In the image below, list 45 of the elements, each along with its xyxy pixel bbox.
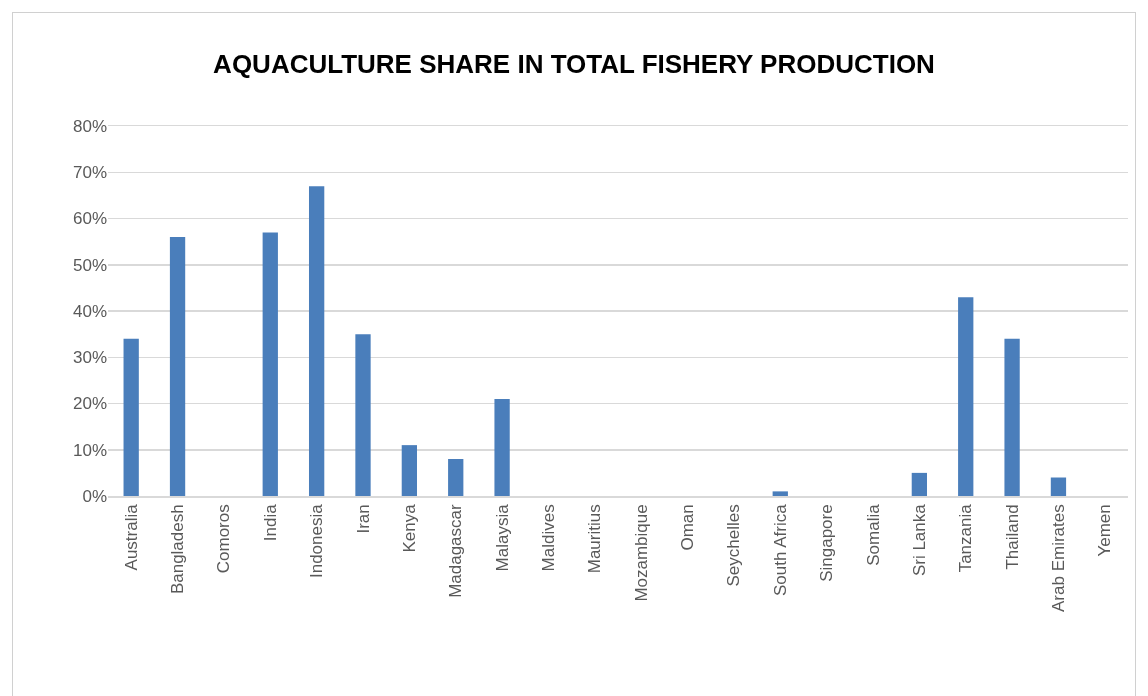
x-tick-label: Mauritius [585, 504, 605, 574]
bar [262, 232, 278, 496]
y-tick-label: 70% [72, 163, 107, 183]
bar [169, 237, 186, 496]
x-tick-label: Tanzania [956, 503, 976, 573]
y-tick-label: 20% [72, 394, 107, 414]
bar [308, 186, 325, 496]
x-tick-label: Arab Emirates [1048, 504, 1068, 612]
x-tick-label: Iran [353, 504, 373, 534]
bar [1050, 477, 1067, 496]
chart-title: AQUACULTURE SHARE IN TOTAL FISHERY PRODUCTION [213, 49, 935, 80]
x-tick-label: Comoros [214, 504, 234, 574]
x-tick-label: South Africa [770, 503, 790, 596]
x-tick-label: Seychelles [724, 504, 744, 587]
bar [958, 297, 974, 496]
x-tick-label: Malaysia [492, 503, 512, 572]
y-tick-label: 40% [72, 301, 107, 321]
y-tick-label: 50% [72, 255, 107, 275]
bar [494, 398, 510, 496]
y-tick-label: 60% [72, 209, 107, 229]
bar [123, 338, 139, 496]
x-tick-label: Mozambique [631, 504, 651, 602]
y-tick-label: 10% [72, 440, 107, 460]
x-tick-label: Singapore [817, 504, 837, 582]
x-tick-label: Thailand [1002, 504, 1022, 570]
bar [448, 459, 464, 496]
x-tick-label: Somalia [863, 503, 883, 566]
x-tick-label: Oman [678, 504, 698, 551]
bar [1004, 338, 1020, 496]
bar [355, 334, 371, 496]
bar [772, 491, 788, 496]
x-tick-label: Sri Lanka [909, 503, 929, 577]
y-tick-label: 80% [72, 116, 107, 136]
x-tick-label: India [260, 503, 280, 542]
y-tick-label: 0% [82, 486, 107, 506]
y-tick-label: 30% [72, 348, 107, 368]
x-tick-label: Yemen [1095, 504, 1115, 557]
bar [911, 472, 928, 496]
bar [401, 445, 418, 496]
x-tick-label: Madagascar [446, 503, 466, 598]
x-tick-label: Australia [121, 503, 141, 571]
x-tick-label: Bangladesh [168, 504, 188, 595]
x-tick-label: Indonesia [307, 503, 327, 579]
x-tick-label: Maldives [538, 504, 558, 572]
x-tick-label: Kenya [399, 503, 419, 553]
